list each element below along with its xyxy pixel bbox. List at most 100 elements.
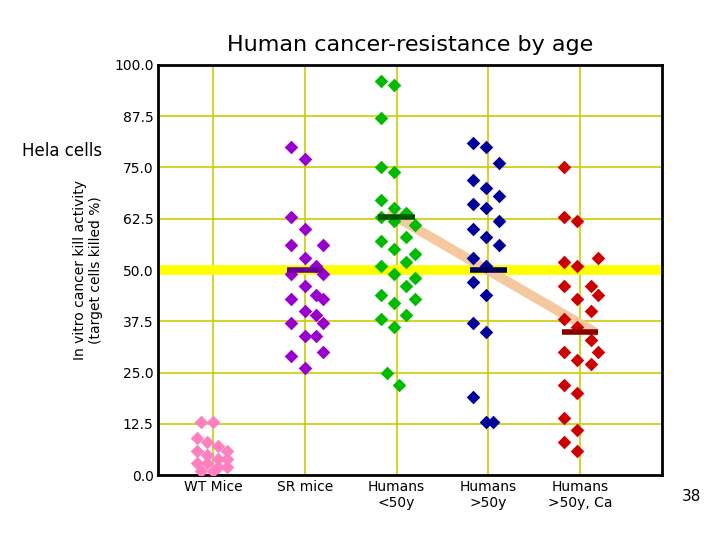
Point xyxy=(409,249,420,258)
Point xyxy=(300,225,311,233)
Point xyxy=(300,253,311,262)
Point xyxy=(207,417,219,426)
Point xyxy=(467,393,479,402)
Point xyxy=(409,274,420,282)
Point xyxy=(286,352,297,361)
Point xyxy=(572,294,583,303)
Point xyxy=(191,458,202,467)
Point xyxy=(394,381,405,389)
Point xyxy=(212,463,224,471)
Point xyxy=(409,220,420,229)
Point xyxy=(196,417,207,426)
Point xyxy=(286,212,297,221)
Point xyxy=(201,458,212,467)
Point xyxy=(400,208,412,217)
Point xyxy=(559,438,570,447)
Point xyxy=(467,200,479,208)
Point xyxy=(388,323,400,332)
Point xyxy=(318,294,329,303)
Point xyxy=(480,327,491,336)
Point xyxy=(480,261,491,270)
Point xyxy=(559,315,570,323)
Point xyxy=(480,291,491,299)
Point xyxy=(400,233,412,241)
Point xyxy=(493,241,505,249)
Point xyxy=(310,311,322,320)
Point xyxy=(572,426,583,434)
Point xyxy=(593,291,604,299)
Point xyxy=(375,261,387,270)
Point xyxy=(572,446,583,455)
Point xyxy=(585,335,597,344)
Point xyxy=(286,241,297,249)
Point xyxy=(388,217,400,225)
Title: Human cancer-resistance by age: Human cancer-resistance by age xyxy=(228,35,593,55)
Point xyxy=(480,417,491,426)
Point xyxy=(191,434,202,443)
Point xyxy=(559,348,570,356)
Point xyxy=(310,291,322,299)
Point xyxy=(318,319,329,328)
Point xyxy=(375,114,387,123)
Point xyxy=(559,163,570,172)
Point xyxy=(201,450,212,459)
Point xyxy=(201,438,212,447)
Point xyxy=(382,368,393,377)
Point xyxy=(480,184,491,192)
Point xyxy=(388,299,400,307)
Point xyxy=(493,159,505,167)
Point xyxy=(300,282,311,291)
Y-axis label: In vitro cancer kill activity
(target cells killed %): In vitro cancer kill activity (target ce… xyxy=(73,180,103,360)
Point xyxy=(212,442,224,451)
Point xyxy=(559,258,570,266)
Point xyxy=(585,307,597,315)
Point xyxy=(467,319,479,328)
Point xyxy=(375,196,387,205)
Point xyxy=(585,360,597,369)
Point xyxy=(572,217,583,225)
Point xyxy=(572,356,583,364)
Point xyxy=(375,315,387,323)
Point xyxy=(191,446,202,455)
Point xyxy=(286,294,297,303)
Point xyxy=(207,467,219,475)
Point xyxy=(467,278,479,287)
Point xyxy=(572,323,583,332)
Point xyxy=(212,455,224,463)
Point xyxy=(388,167,400,176)
Point xyxy=(559,212,570,221)
Point xyxy=(480,204,491,213)
Text: 38: 38 xyxy=(682,489,701,504)
Point xyxy=(375,237,387,246)
Point xyxy=(467,225,479,233)
Point xyxy=(318,348,329,356)
Point xyxy=(388,204,400,213)
Point xyxy=(310,332,322,340)
Point xyxy=(375,291,387,299)
Point xyxy=(300,332,311,340)
Point xyxy=(559,414,570,422)
Point xyxy=(286,143,297,151)
Point xyxy=(388,81,400,90)
Point xyxy=(221,446,233,455)
Point xyxy=(467,253,479,262)
Point xyxy=(221,455,233,463)
Point xyxy=(400,311,412,320)
Point xyxy=(559,381,570,389)
Text: Hela cells: Hela cells xyxy=(22,142,102,160)
Point xyxy=(480,233,491,241)
Point xyxy=(487,417,499,426)
Point xyxy=(300,364,311,373)
Point xyxy=(318,270,329,279)
Point xyxy=(559,282,570,291)
Point xyxy=(593,253,604,262)
Point xyxy=(196,467,207,475)
Point xyxy=(467,176,479,184)
Point xyxy=(375,77,387,85)
Point xyxy=(221,463,233,471)
Point xyxy=(493,217,505,225)
Point xyxy=(300,307,311,315)
Point xyxy=(375,212,387,221)
Point xyxy=(467,138,479,147)
Point xyxy=(572,261,583,270)
